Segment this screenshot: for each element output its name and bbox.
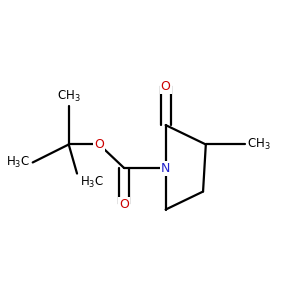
- Text: O: O: [94, 138, 104, 151]
- Text: N: N: [161, 161, 170, 175]
- Text: H$_3$C: H$_3$C: [80, 175, 104, 190]
- Text: H$_3$C: H$_3$C: [6, 155, 30, 170]
- Text: O: O: [161, 80, 171, 93]
- Text: CH$_3$: CH$_3$: [248, 137, 271, 152]
- Text: O: O: [119, 197, 129, 211]
- Text: CH$_3$: CH$_3$: [57, 89, 81, 104]
